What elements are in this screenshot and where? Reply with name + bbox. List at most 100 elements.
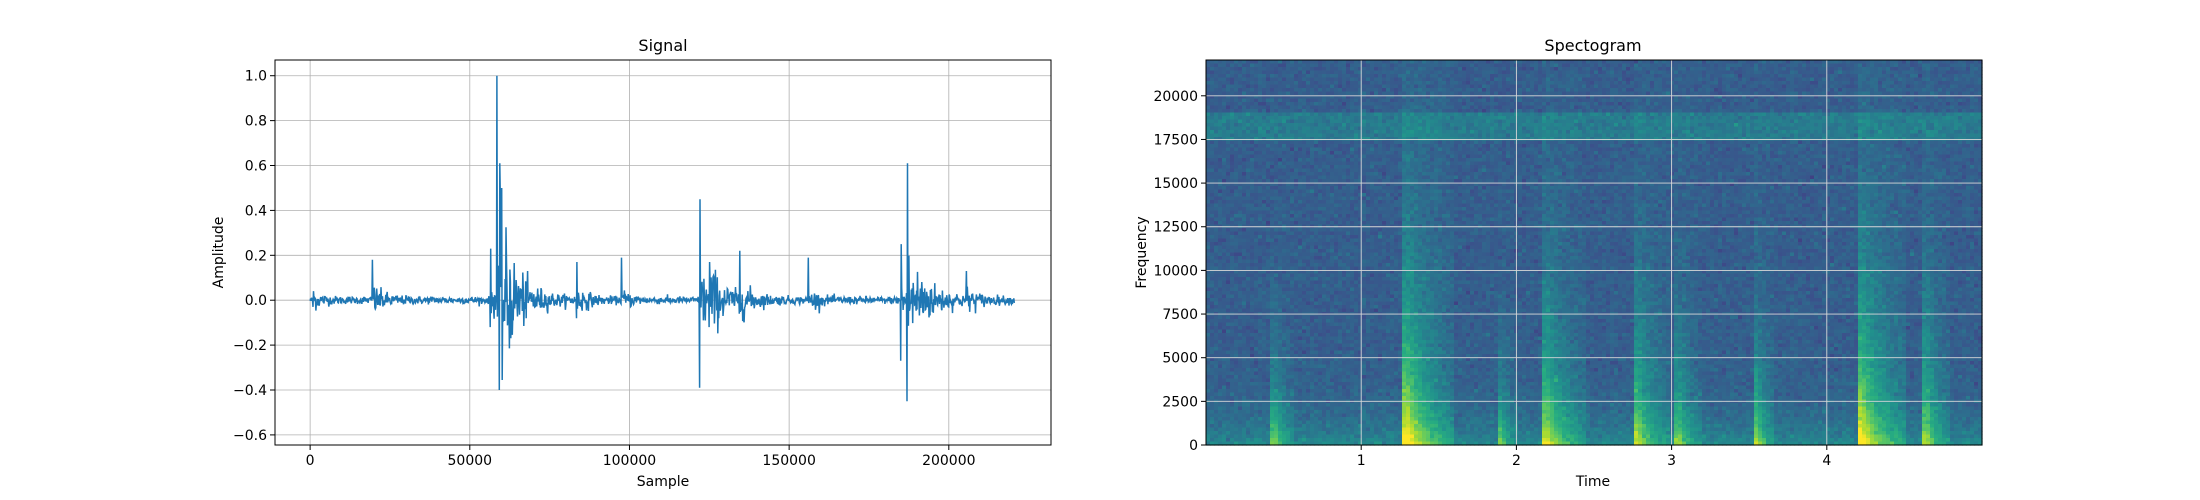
spectrogram-cell	[1346, 382, 1351, 387]
spectrogram-cell	[1238, 252, 1243, 257]
spectrogram-cell	[1218, 70, 1223, 75]
spectrogram-cell	[1322, 200, 1327, 205]
spectrogram-cell	[1334, 347, 1339, 352]
spectrogram-cell	[1342, 112, 1347, 117]
spectrogram-cell	[1346, 333, 1351, 338]
spectrogram-cell	[1246, 130, 1251, 135]
spectrogram-cell	[1358, 168, 1363, 173]
spectrogram-cell	[1282, 182, 1287, 187]
spectrogram-cell	[1206, 175, 1211, 180]
spectrogram-cell	[1242, 74, 1247, 79]
spectrogram-cell	[1342, 221, 1347, 226]
spectrogram-cell	[1234, 63, 1239, 68]
spectrogram-cell	[1254, 403, 1259, 408]
spectrogram-cell	[1258, 413, 1263, 418]
spectrogram-cell	[1266, 182, 1271, 187]
spectrogram-cell	[1254, 77, 1259, 82]
spectrogram-cell	[1214, 441, 1219, 446]
spectrogram-cell	[1378, 368, 1383, 373]
spectrogram-cell	[1338, 364, 1343, 369]
spectrogram-cell	[1246, 144, 1251, 149]
spectrogram-cell	[1338, 441, 1343, 446]
spectrogram-cell	[1370, 371, 1375, 376]
spectrogram-cell	[1330, 74, 1335, 79]
spectrogram-cell	[1218, 364, 1223, 369]
spectrogram-cell	[1322, 287, 1327, 292]
spectrogram-cell	[1350, 319, 1355, 324]
spectrogram-cell	[1290, 200, 1295, 205]
spectrogram-cell	[1266, 161, 1271, 166]
spectrogram-cell	[1302, 329, 1307, 334]
spectrogram-cell	[1334, 343, 1339, 348]
spectrogram-cell	[1226, 277, 1231, 282]
spectrogram-cell	[1366, 350, 1371, 355]
spectrogram-cell	[1366, 371, 1371, 376]
spectrogram-cell	[1298, 270, 1303, 275]
spectrogram-cell	[1214, 70, 1219, 75]
spectrogram-cell	[1278, 406, 1283, 411]
spectrogram-cell	[1238, 326, 1243, 331]
spectrogram-cell	[1306, 287, 1311, 292]
spectrogram-cell	[1230, 287, 1235, 292]
spectrogram-cell	[1286, 441, 1291, 446]
spectrogram-cell	[1266, 343, 1271, 348]
spectrogram-cell	[1254, 182, 1259, 187]
spectrogram-cell	[1230, 175, 1235, 180]
spectrogram-cell	[1250, 200, 1255, 205]
spectrogram-cell	[1366, 105, 1371, 110]
spectrogram-cell	[1206, 280, 1211, 285]
spectrogram-cell	[1322, 189, 1327, 194]
spectrogram-cell	[1230, 305, 1235, 310]
spectrogram-cell	[1342, 403, 1347, 408]
spectrogram-cell	[1374, 77, 1379, 82]
spectrogram-cell	[1234, 147, 1239, 152]
spectrogram-cell	[1358, 350, 1363, 355]
spectrogram-cell	[1370, 217, 1375, 222]
spectrogram-cell	[1322, 252, 1327, 257]
spectrogram-cell	[1234, 123, 1239, 128]
spectrogram-cell	[1302, 364, 1307, 369]
spectrogram-cell	[1342, 340, 1347, 345]
spectrogram-cell	[1310, 270, 1315, 275]
spectrogram-cell	[1242, 413, 1247, 418]
spectrogram-cell	[1270, 186, 1275, 191]
spectrogram-cell	[1222, 410, 1227, 415]
spectrogram-cell	[1310, 371, 1315, 376]
spectrogram-cell	[1262, 168, 1267, 173]
spectrogram-cell	[1294, 84, 1299, 89]
spectrogram-cell	[1346, 123, 1351, 128]
spectrogram-cell	[1362, 427, 1367, 432]
spectrogram-cell	[1382, 403, 1387, 408]
spectrogram-cell	[1370, 249, 1375, 254]
spectrogram-cell	[1278, 270, 1283, 275]
spectrogram-cell	[1330, 273, 1335, 278]
spectrogram-cell	[1306, 259, 1311, 264]
spectrogram-cell	[1250, 252, 1255, 257]
spectrogram-cell	[1302, 438, 1307, 443]
spectrogram-cell	[1354, 91, 1359, 96]
spectrogram-cell	[1382, 98, 1387, 103]
spectrogram-cell	[1206, 427, 1211, 432]
spectrogram-cell	[1366, 406, 1371, 411]
spectrogram-cell	[1322, 217, 1327, 222]
spectrogram-cell	[1278, 277, 1283, 282]
spectrogram-cell	[1266, 431, 1271, 436]
spectrogram-cell	[1310, 217, 1315, 222]
spectrogram-cell	[1310, 368, 1315, 373]
spectrogram-cell	[1326, 427, 1331, 432]
spectrogram-cell	[1238, 340, 1243, 345]
spectrogram-cell	[1226, 249, 1231, 254]
spectrogram-cell	[1318, 70, 1323, 75]
spectrogram-cell	[1226, 284, 1231, 289]
spectrogram-cell	[1354, 98, 1359, 103]
spectrogram-cell	[1274, 277, 1279, 282]
spectrogram-cell	[1254, 294, 1259, 299]
spectrogram-cell	[1318, 245, 1323, 250]
spectrogram-cell	[1290, 308, 1295, 313]
spectrogram-cell	[1378, 186, 1383, 191]
spectrogram-cell	[1266, 385, 1271, 390]
spectrogram-cell	[1250, 144, 1255, 149]
spectrogram-cell	[1282, 438, 1287, 443]
spectrogram-cell	[1206, 126, 1211, 131]
spectrogram-cell	[1310, 158, 1315, 163]
